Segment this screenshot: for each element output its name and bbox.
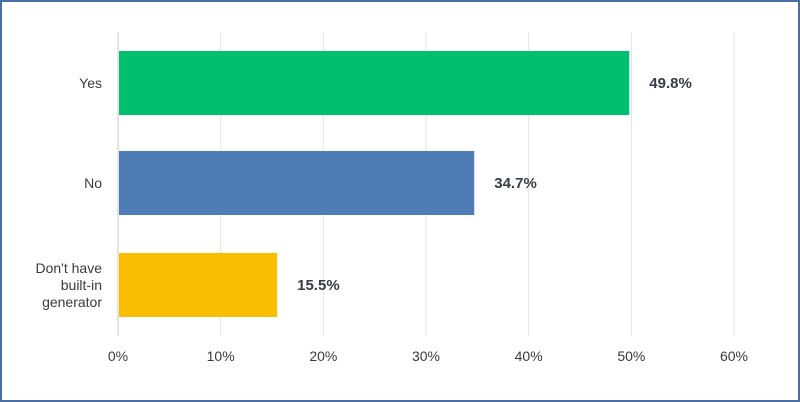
category-label-line: generator — [42, 294, 102, 310]
x-tick-label: 40% — [515, 348, 543, 364]
x-tick-label: 10% — [207, 348, 235, 364]
x-tick-label: 60% — [720, 348, 748, 364]
x-tick-label: 0% — [108, 348, 128, 364]
category-label-line: Don't have — [36, 260, 103, 276]
data-label: 34.7% — [494, 175, 537, 192]
data-label: 49.8% — [649, 75, 692, 92]
bar-1 — [119, 151, 475, 215]
category-label: Yes — [79, 75, 102, 91]
data-label: 15.5% — [297, 277, 340, 294]
bar-2 — [119, 253, 278, 317]
x-tick-label: 50% — [617, 348, 645, 364]
category-label-line: Yes — [79, 75, 102, 91]
x-tick-label: 30% — [412, 348, 440, 364]
category-label-line: built-in — [61, 277, 102, 293]
bar-0 — [119, 51, 630, 115]
category-label: No — [84, 175, 102, 191]
x-tick-label: 20% — [309, 348, 337, 364]
category-label: Don't have built-in generator — [36, 260, 103, 310]
category-label-line: No — [84, 175, 102, 191]
